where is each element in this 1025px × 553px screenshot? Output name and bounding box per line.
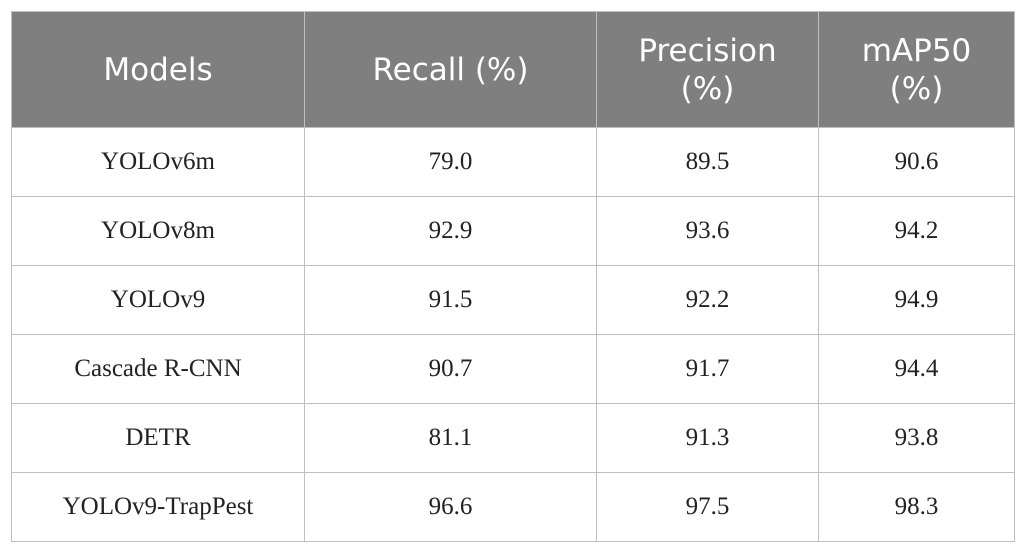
table-row: YOLOv9 91.5 92.2 94.9 xyxy=(11,265,1015,335)
header-cell: Models xyxy=(11,11,305,128)
model-cell: DETR xyxy=(11,403,305,473)
value-cell: 90.6 xyxy=(818,127,1015,197)
model-cell: Cascade R-CNN xyxy=(11,334,305,404)
header-cell: Recall (%) xyxy=(304,11,597,128)
model-cell: YOLOv9 xyxy=(11,265,305,335)
table-row: DETR 81.1 91.3 93.8 xyxy=(11,403,1015,473)
value-cell: 92.2 xyxy=(596,265,819,335)
value-cell: 91.7 xyxy=(596,334,819,404)
value-cell: 94.4 xyxy=(818,334,1015,404)
value-cell: 94.9 xyxy=(818,265,1015,335)
model-cell: YOLOv6m xyxy=(11,127,305,197)
model-cell: YOLOv8m xyxy=(11,196,305,266)
value-cell: 81.1 xyxy=(304,403,597,473)
value-cell: 91.3 xyxy=(596,403,819,473)
value-cell: 93.8 xyxy=(818,403,1015,473)
value-cell: 93.6 xyxy=(596,196,819,266)
table-row: Cascade R-CNN 90.7 91.7 94.4 xyxy=(11,334,1015,404)
value-cell: 91.5 xyxy=(304,265,597,335)
value-cell: 89.5 xyxy=(596,127,819,197)
value-cell: 97.5 xyxy=(596,472,819,542)
model-cell: YOLOv9-TrapPest xyxy=(11,472,305,542)
value-cell: 90.7 xyxy=(304,334,597,404)
table-row: YOLOv9-TrapPest 96.6 97.5 98.3 xyxy=(11,472,1015,542)
header-cell: mAP50 (%) xyxy=(818,11,1015,128)
value-cell: 94.2 xyxy=(818,196,1015,266)
header-cell: Precision (%) xyxy=(596,11,819,128)
table-header: Models Recall (%) Precision (%) mAP50 (%) xyxy=(11,11,1015,128)
value-cell: 79.0 xyxy=(304,127,597,197)
value-cell: 92.9 xyxy=(304,196,597,266)
table-row: YOLOv8m 92.9 93.6 94.2 xyxy=(11,196,1015,266)
value-cell: 98.3 xyxy=(818,472,1015,542)
table-row: YOLOv6m 79.0 89.5 90.6 xyxy=(11,127,1015,197)
results-table: Models Recall (%) Precision (%) mAP50 (%) Y… xyxy=(11,11,1015,542)
value-cell: 96.6 xyxy=(304,472,597,542)
header-row: Models Recall (%) Precision (%) mAP50 (%) xyxy=(11,11,1015,128)
table-body: YOLOv6m 79.0 89.5 90.6 YOLOv8m 92.9 93.6 94.2 YO… xyxy=(11,127,1015,542)
